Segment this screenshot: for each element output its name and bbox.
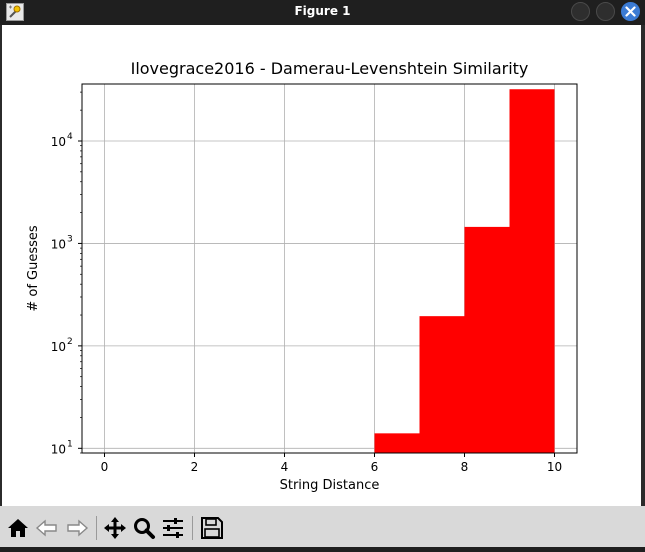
window-bottom-border [0, 547, 645, 552]
x-axis-label: String Distance [280, 478, 380, 493]
axes-frame [81, 83, 578, 454]
y-tick-label: 10 [51, 237, 66, 251]
bars [374, 89, 555, 453]
minimize-button[interactable] [571, 2, 590, 21]
navigation-toolbar [0, 506, 645, 547]
zoom-icon [134, 518, 155, 539]
y-tick-exponent: 4 [67, 132, 73, 142]
x-tick-label: 2 [191, 460, 199, 474]
toolbar-separator [96, 516, 97, 540]
y-tick-label: 10 [51, 442, 66, 456]
y-tick-exponent: 1 [67, 439, 73, 449]
configure-subplots-icon [163, 518, 183, 538]
x-tick-label: 0 [101, 460, 109, 474]
histogram-bar [464, 226, 510, 453]
forward-icon [67, 519, 89, 537]
histogram-bar [419, 316, 465, 453]
home-button[interactable] [5, 515, 31, 541]
histogram-bar [509, 89, 555, 453]
x-tick-label: 8 [461, 460, 469, 474]
window-titlebar: Figure 1 [0, 0, 645, 25]
window-title: Figure 1 [294, 4, 351, 18]
back-icon [35, 519, 57, 537]
close-button[interactable] [621, 2, 640, 21]
app-icon [6, 3, 24, 21]
y-tick-label: 10 [51, 340, 66, 354]
back-button[interactable] [34, 515, 60, 541]
y-tick-exponent: 3 [67, 234, 73, 244]
y-tick-exponent: 2 [67, 337, 73, 347]
histogram-bar [374, 433, 420, 453]
y-axis-label: # of Guesses [26, 225, 41, 312]
figure-canvas[interactable]: 0 2 4 6 8 10 10 1 10 2 10 3 10 4 Ilovegrace2016 - Dam… [2, 25, 641, 506]
x-tick-label: 4 [281, 460, 289, 474]
chart-title: Ilovegrace2016 - Damerau-Levenshtein Sim… [131, 59, 529, 78]
home-icon [8, 519, 28, 537]
x-tick-label: 10 [547, 460, 562, 474]
maximize-button[interactable] [596, 2, 615, 21]
toolbar-separator [192, 516, 193, 540]
x-tick-label: 6 [371, 460, 379, 474]
save-button[interactable] [199, 515, 225, 541]
pan-icon [104, 517, 126, 539]
zoom-button[interactable] [131, 515, 157, 541]
save-icon [201, 517, 223, 539]
configure-subplots-button[interactable] [160, 515, 186, 541]
pan-button[interactable] [102, 515, 128, 541]
forward-button[interactable] [64, 515, 90, 541]
y-tick-label: 10 [51, 135, 66, 149]
close-icon [625, 6, 636, 17]
